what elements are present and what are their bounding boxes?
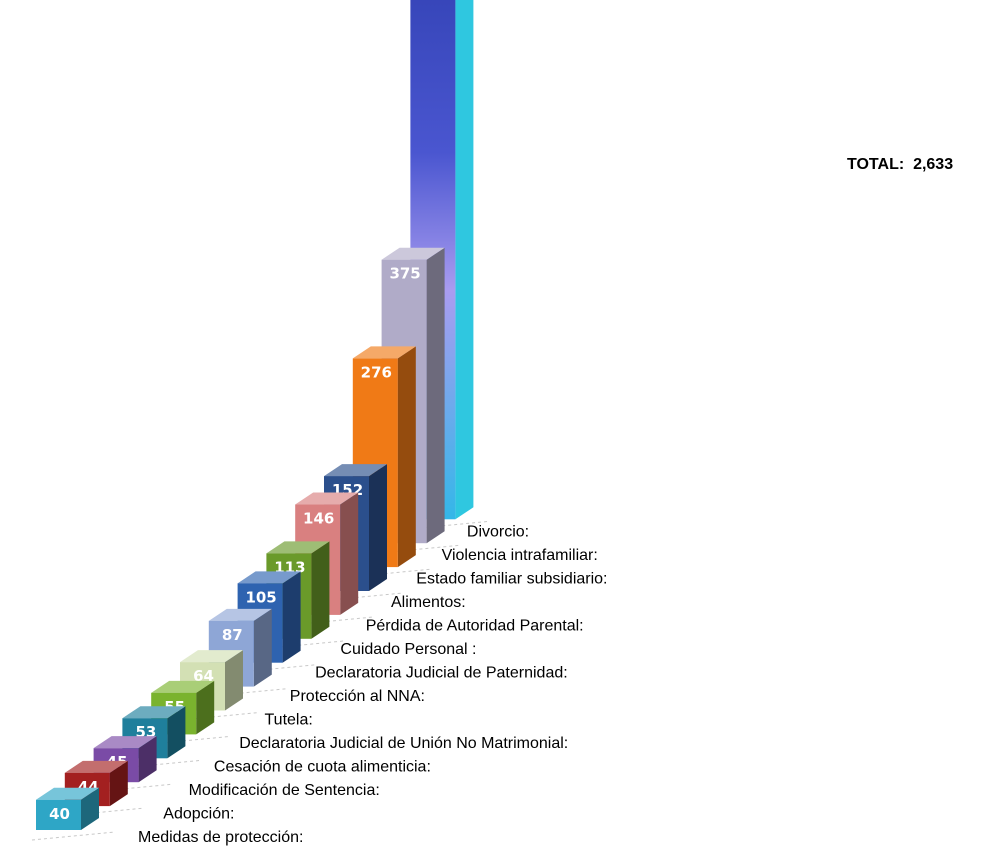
bar: 40 [36,787,99,830]
category-label: Estado familiar subsidiario: [416,571,607,588]
bars-group: 107837527615214611310587645553454440 [36,0,474,830]
bar-top [122,706,186,719]
bar-top [324,464,387,477]
bar-top [237,571,301,584]
bar-side [138,736,157,783]
category-label: Medidas de protección: [138,829,303,846]
category-label: Divorcio: [467,524,529,541]
data-label: 105 [245,588,276,606]
category-label: Cuidado Personal : [340,641,476,658]
category-label: Declaratoria Judicial de Unión No Matrim… [239,735,568,752]
bar-front [36,799,81,830]
bar-side [369,464,387,591]
bar-top [64,760,128,773]
bar-side [253,608,272,687]
bar-top [381,247,445,260]
bar-side [81,787,99,830]
bar-top [93,736,157,749]
bar-side [340,492,359,615]
category-label: Adopción: [163,806,234,823]
category-label: Cesación de cuota alimenticia: [214,759,431,776]
category-label: Alimentos: [391,594,466,611]
data-label: 87 [222,626,243,644]
bar-top [295,492,359,505]
floor-guide [31,831,116,841]
category-label: Tutela: [265,712,313,729]
bar: 44 [64,760,128,807]
bar-side [109,760,128,807]
category-label: Pérdida de Autoridad Parental: [366,618,584,635]
category-label: Declaratoria Judicial de Paternidad: [315,665,568,682]
bar-side [397,346,416,568]
bar-top [208,608,272,621]
data-label: 375 [389,265,420,283]
category-labels-group: Medidas de protección: Adopción: Modificac… [138,524,608,847]
data-label: 146 [303,510,334,528]
bar-top [266,541,330,554]
data-label: 276 [361,363,392,381]
data-label: 40 [49,805,70,823]
bar-side [455,0,474,520]
bar-top [151,680,215,693]
category-label: Modificación de Sentencia: [189,782,380,799]
bar-side [196,680,215,735]
bar-side [311,541,330,639]
data-label: 64 [193,667,214,685]
bar-top [180,650,243,663]
bar-side [167,706,186,759]
bar-top [352,346,416,359]
bar-top [36,787,99,800]
total-label: TOTAL: 2,633 [847,156,954,173]
category-label: Violencia intrafamiliar: [442,547,598,564]
bar-side [282,571,301,663]
category-label: Protección al NNA: [290,688,425,705]
bar-side [426,247,445,544]
bar-side [225,650,243,711]
